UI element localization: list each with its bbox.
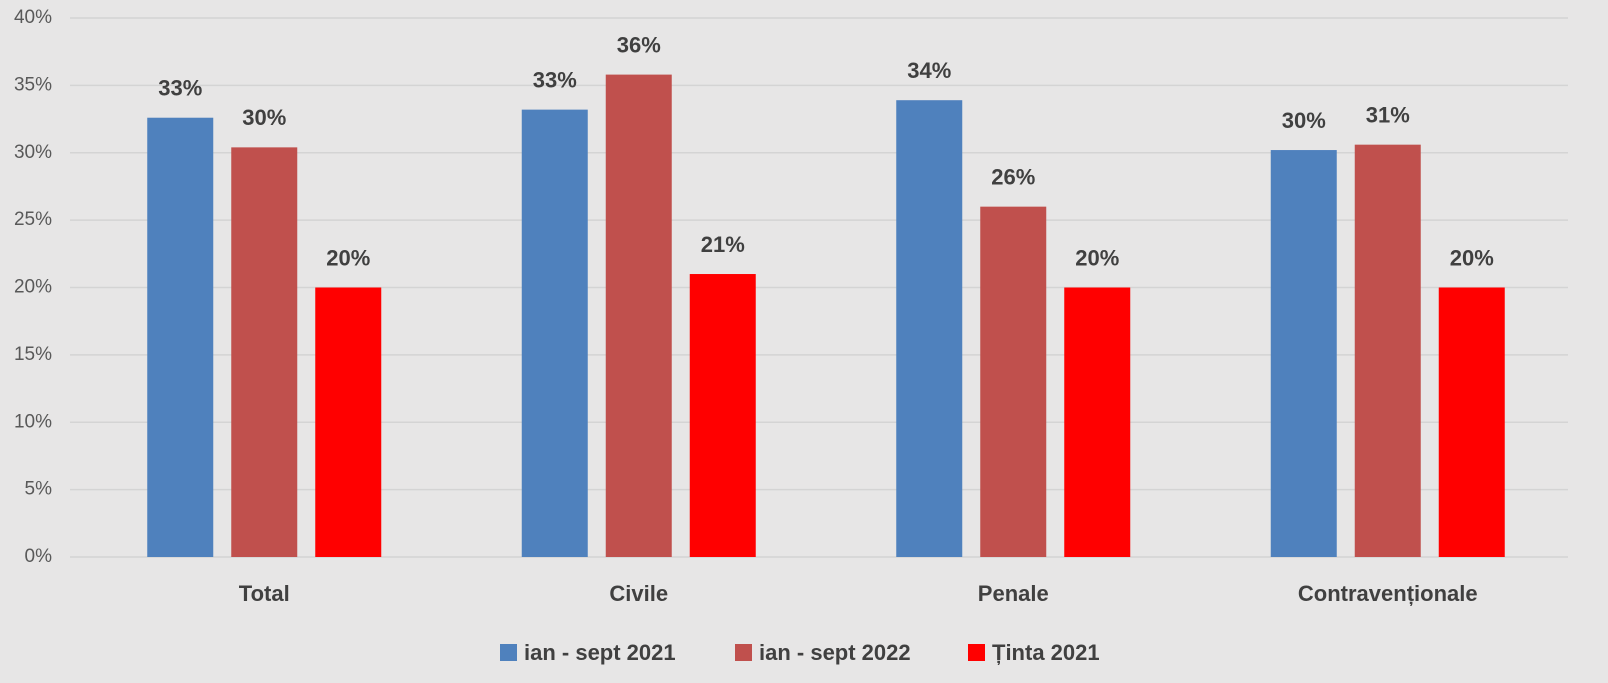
value-label: 26% [991,164,1035,189]
y-tick-label: 25% [14,209,52,230]
y-tick-label: 5% [25,479,53,500]
y-tick-label: 15% [14,344,52,365]
bar [231,147,298,558]
y-tick-label: 10% [14,411,52,432]
value-label: 21% [701,232,745,257]
bar [521,109,588,557]
bar [1270,150,1337,557]
value-label: 31% [1366,102,1410,127]
legend-swatch [500,644,517,661]
value-label: 30% [242,105,286,130]
bar [689,274,756,557]
bar [896,100,963,557]
value-label: 20% [326,245,370,270]
y-tick-label: 0% [25,546,53,567]
bar [315,287,382,557]
legend-swatch [968,644,985,661]
legend-label: Ținta 2021 [992,640,1100,665]
value-label: 20% [1450,245,1494,270]
x-tick-label: Civile [609,581,668,606]
y-tick-label: 35% [14,74,52,95]
y-tick-label: 20% [14,277,52,298]
bar [605,74,672,557]
bar [147,117,214,557]
value-label: 30% [1282,108,1326,133]
x-tick-label: Total [239,581,290,606]
bar [980,206,1047,557]
value-label: 34% [907,58,951,83]
y-tick-label: 30% [14,142,52,163]
value-label: 20% [1075,245,1119,270]
bar [1064,287,1131,557]
value-label: 33% [533,67,577,92]
bar [1354,144,1421,558]
legend-swatch [735,644,752,661]
value-label: 36% [617,32,661,57]
x-tick-label: Penale [978,581,1049,606]
bar [1438,287,1505,557]
y-tick-label: 40% [14,7,52,28]
value-label: 33% [158,76,202,101]
legend-label: ian - sept 2022 [759,640,911,665]
legend-label: ian - sept 2021 [524,640,676,665]
x-tick-label: Contravenționale [1298,581,1478,606]
